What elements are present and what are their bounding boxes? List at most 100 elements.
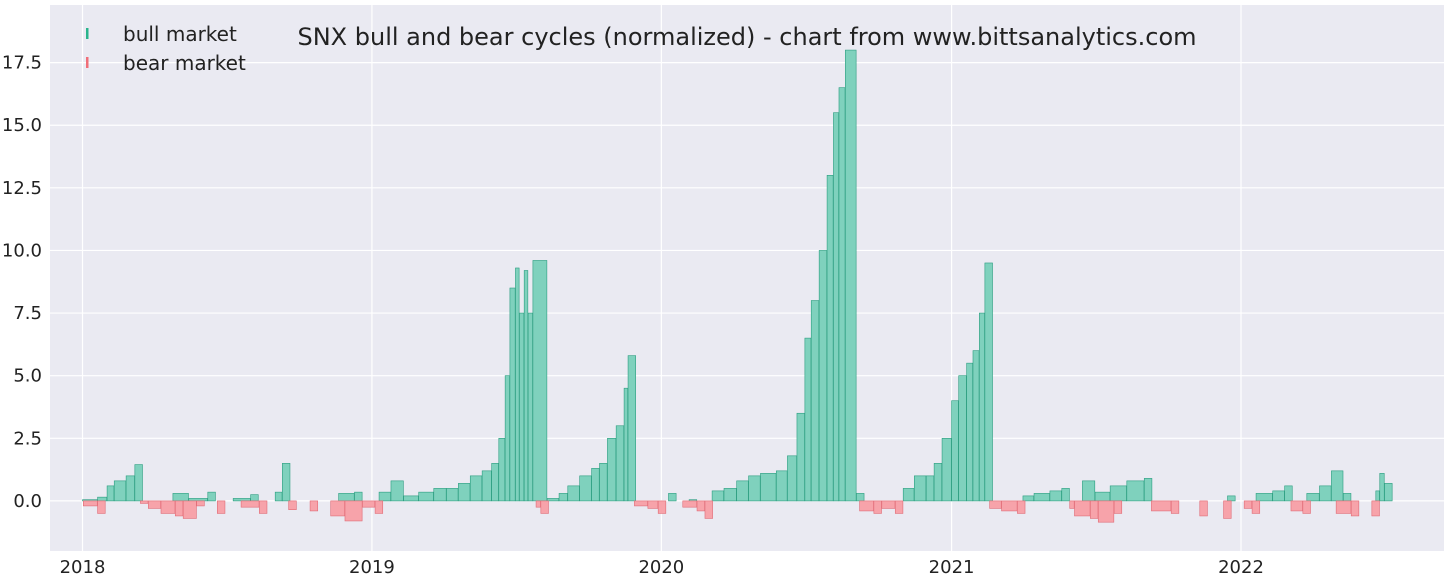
bear-bar: [1371, 500, 1380, 517]
bull-bar: [97, 496, 108, 502]
bull-bar: [433, 488, 447, 502]
bear-bar: [1090, 500, 1099, 519]
bull-bar: [1061, 488, 1070, 502]
bear-bar: [1069, 500, 1075, 509]
bull-bar: [403, 495, 419, 502]
bull-bar: [282, 463, 291, 502]
bear-bar: [1302, 500, 1311, 514]
bear-bar: [182, 500, 197, 519]
y-tick-label: 5.0: [13, 366, 42, 387]
bull-bar: [833, 112, 839, 502]
axes: 0.0 2.5 5.0 7.5 10.0 12.5 15.0 17.5 2018 2019 2020…: [2, 53, 1264, 578]
bull-bar: [1143, 478, 1153, 502]
bull-bar: [711, 490, 725, 502]
bear-bar: [696, 500, 705, 512]
bear-bar: [83, 500, 98, 507]
legend-swatch-bull: [86, 28, 89, 39]
bear-bar: [259, 500, 268, 514]
bull-bar: [354, 491, 363, 502]
bull-bar: [760, 473, 777, 502]
bull-bar: [902, 488, 915, 502]
bull-bar: [804, 337, 812, 502]
bull-bar: [941, 437, 952, 502]
bear-bar: [174, 500, 184, 517]
bull-bar: [274, 491, 283, 502]
bear-bar: [1251, 500, 1261, 514]
bear-bar: [374, 500, 384, 514]
bull-bar: [491, 463, 499, 502]
bull-bar: [925, 475, 935, 502]
bull-bar: [627, 355, 636, 502]
bull-bar: [458, 483, 471, 502]
bull-bar: [338, 493, 355, 502]
bull-bar: [504, 375, 510, 502]
bear-bar: [859, 500, 874, 512]
bear-bar: [148, 500, 162, 509]
bear-bar: [140, 500, 149, 504]
bull-bar: [914, 475, 927, 502]
bear-bar: [309, 500, 319, 512]
bull-bar: [1342, 493, 1352, 502]
bull-bar: [232, 498, 251, 502]
bull-bar: [1306, 493, 1320, 502]
bull-bar: [818, 250, 828, 502]
bear-bar: [704, 500, 713, 519]
bull-bar: [748, 475, 761, 502]
bull-bar: [845, 49, 857, 502]
bear-bar: [344, 500, 363, 522]
bear-bar: [288, 500, 297, 510]
bear-bar: [97, 500, 106, 514]
bear-bar: [1017, 500, 1026, 514]
bull-bar: [958, 375, 967, 502]
bull-bar: [1109, 485, 1127, 502]
bear-bar: [894, 500, 904, 514]
bull-bar: [951, 400, 959, 502]
bull-bar: [972, 350, 980, 502]
x-tick-label: 2021: [929, 557, 975, 578]
bull-bar: [469, 475, 483, 502]
bull-bar: [1284, 485, 1293, 502]
y-tick-label: 7.5: [13, 303, 42, 324]
bear-bar: [535, 500, 541, 508]
bear-bar: [1151, 500, 1172, 512]
bull-bar: [810, 300, 820, 502]
legend: bull market bear market: [86, 22, 246, 75]
bull-bar: [607, 437, 617, 502]
bull-bar: [966, 362, 973, 502]
bear-bar: [682, 500, 698, 508]
bull-bar: [1033, 493, 1050, 502]
bear-bar: [1335, 500, 1352, 514]
x-tick-label: 2020: [638, 557, 684, 578]
bear-bar: [160, 500, 176, 514]
bull-bar: [446, 488, 459, 502]
bull-bar: [856, 493, 865, 502]
y-tick-label: 17.5: [2, 53, 42, 74]
bull-bar: [532, 260, 548, 502]
bull-bar: [378, 491, 391, 502]
x-tick-label: 2018: [60, 557, 106, 578]
bear-bar: [1243, 500, 1253, 509]
bear-bar: [217, 500, 226, 514]
bull-bar: [481, 470, 492, 502]
bear-bar: [1097, 500, 1115, 523]
bear-bar: [540, 500, 549, 514]
bear-bar: [873, 500, 882, 514]
bull-bar: [125, 475, 135, 502]
bear-bar: [1001, 500, 1018, 512]
bear-bar: [647, 500, 659, 509]
bull-bar: [509, 287, 516, 502]
bull-bar: [838, 87, 846, 502]
bull-bar: [796, 412, 805, 502]
y-tick-label: 12.5: [2, 178, 42, 199]
plot-area: [50, 5, 1444, 551]
bull-bar: [579, 475, 592, 502]
bull-bar: [546, 498, 560, 502]
x-tick-label: 2019: [349, 557, 395, 578]
bull-bar: [1126, 480, 1145, 502]
bear-bar: [330, 500, 345, 517]
bear-bar: [1199, 500, 1208, 517]
bear-bar: [362, 500, 376, 508]
bull-bar: [1049, 490, 1062, 502]
y-tick-label: 2.5: [13, 428, 42, 449]
